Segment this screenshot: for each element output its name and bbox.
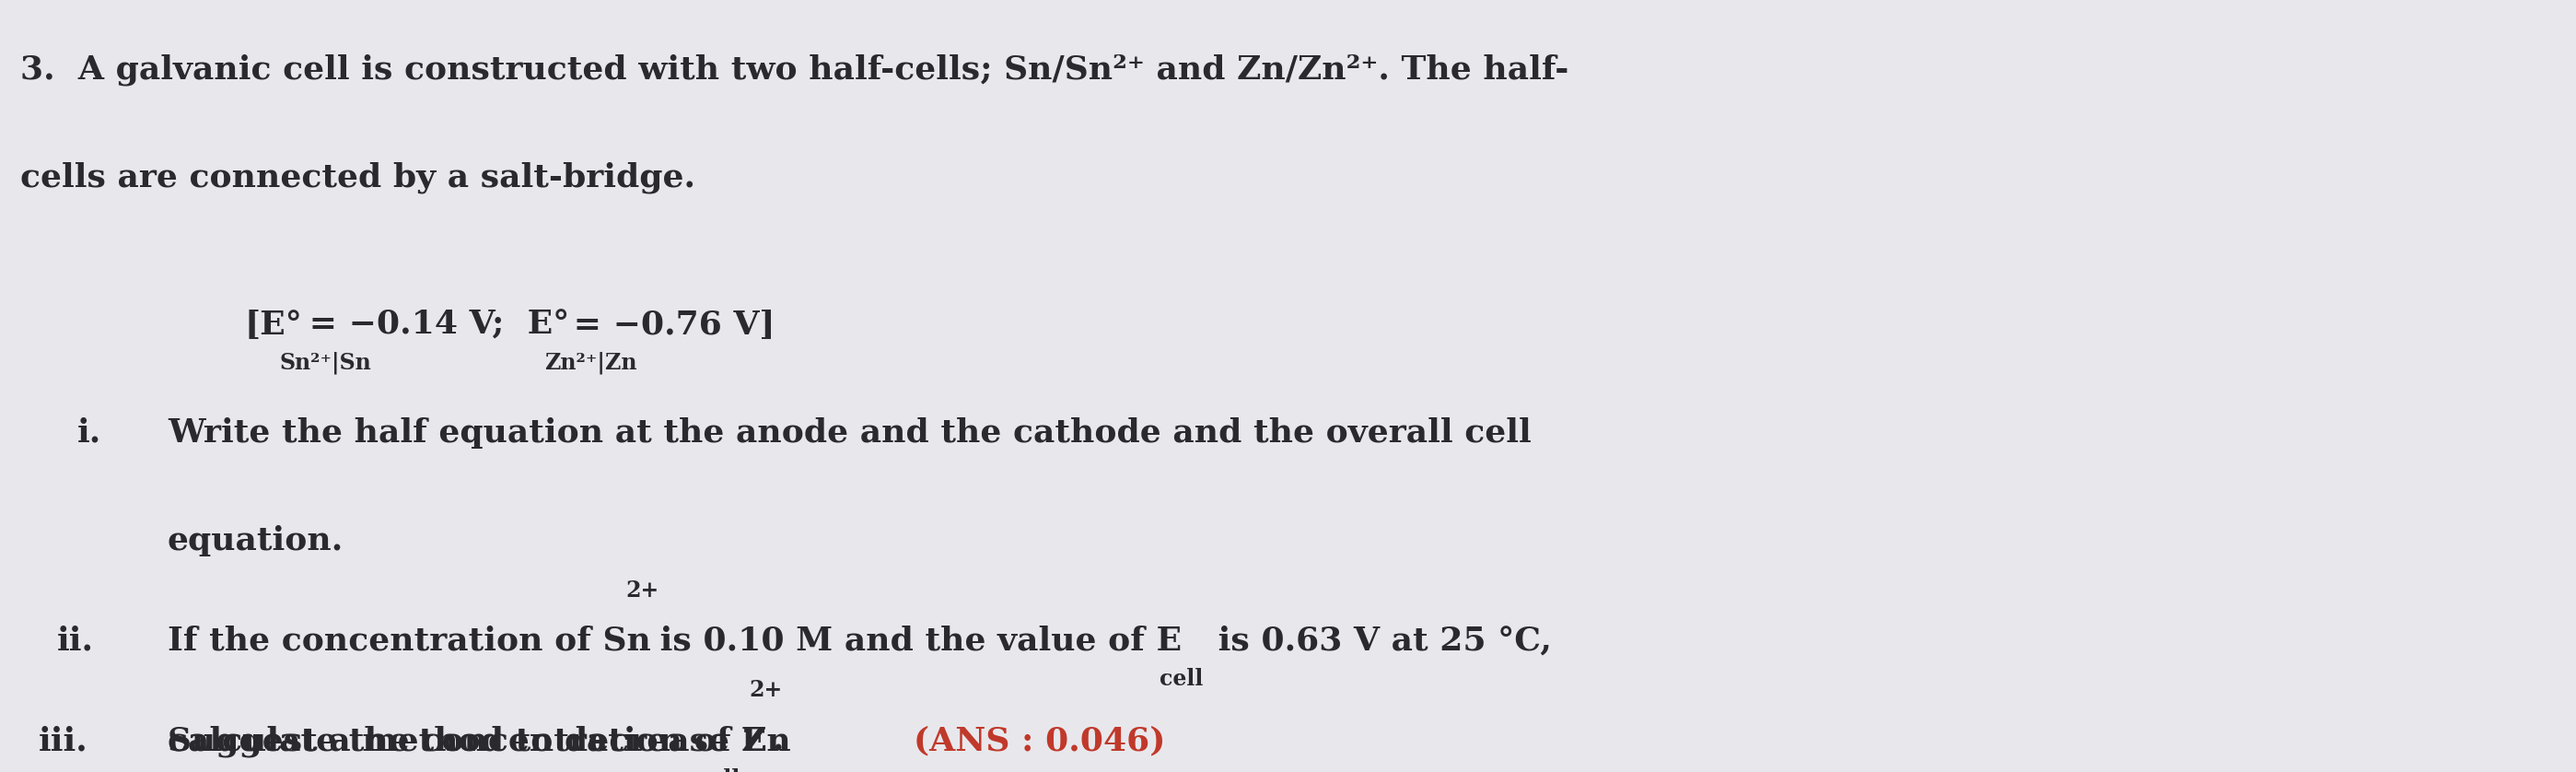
- Text: ii.: ii.: [57, 625, 93, 657]
- Text: Suggest a method to decrease E: Suggest a method to decrease E: [167, 726, 765, 757]
- Text: = −0.76 V]: = −0.76 V]: [562, 309, 775, 340]
- Text: equation.: equation.: [167, 525, 343, 557]
- Text: cell: cell: [1159, 668, 1203, 690]
- Text: cell: cell: [696, 768, 739, 772]
- Text: [E°: [E°: [245, 309, 301, 340]
- Text: is 0.63 V at 25 °C,: is 0.63 V at 25 °C,: [1206, 625, 1551, 657]
- Text: = −0.14 V;  E°: = −0.14 V; E°: [299, 309, 569, 340]
- Text: If the concentration of Sn: If the concentration of Sn: [167, 625, 652, 657]
- Text: 2+: 2+: [626, 579, 659, 601]
- Text: (ANS : 0.046): (ANS : 0.046): [912, 726, 1164, 757]
- Text: calculate the concentration of Zn: calculate the concentration of Zn: [167, 726, 791, 757]
- Text: 3.  A galvanic cell is constructed with two half-cells; Sn/Sn²⁺ and Zn/Zn²⁺. The: 3. A galvanic cell is constructed with t…: [21, 54, 1569, 86]
- Text: i.: i.: [77, 417, 100, 449]
- Text: 2+: 2+: [750, 679, 783, 702]
- Text: iii.: iii.: [39, 726, 88, 757]
- Text: Sn²⁺|Sn: Sn²⁺|Sn: [281, 351, 371, 374]
- Text: cells are connected by a salt-bridge.: cells are connected by a salt-bridge.: [21, 162, 696, 194]
- Text: .: .: [773, 726, 783, 757]
- Text: Write the half equation at the anode and the cathode and the overall cell: Write the half equation at the anode and…: [167, 417, 1530, 449]
- Text: Zn²⁺|Zn: Zn²⁺|Zn: [544, 351, 636, 374]
- Text: is 0.10 M and the value of E: is 0.10 M and the value of E: [649, 625, 1182, 657]
- Text: .: .: [742, 726, 755, 757]
